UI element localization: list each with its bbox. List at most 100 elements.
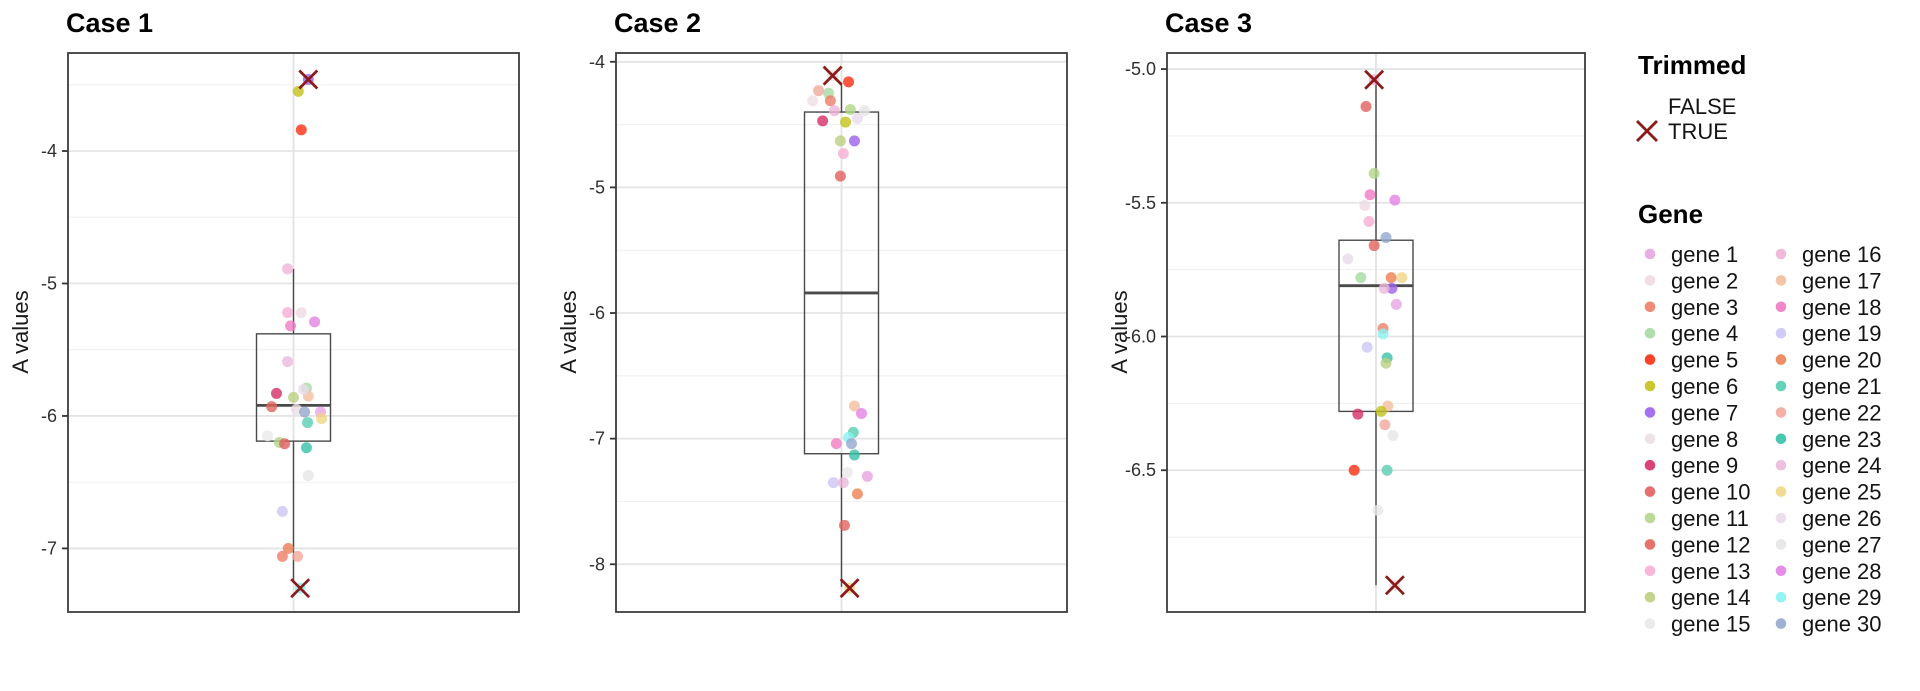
legend-gene-label: gene 27 xyxy=(1802,532,1882,557)
point-gene-27 xyxy=(1387,429,1399,441)
y-tick-label: -4 xyxy=(41,141,57,161)
legend-gene-label: gene 2 xyxy=(1671,268,1738,293)
point-gene-7 xyxy=(848,135,860,147)
panel-border xyxy=(615,52,1068,613)
legend-gene-key-gene-30 xyxy=(1775,618,1787,629)
legend-gene-key-gene-27 xyxy=(1775,539,1787,550)
legend-trimmed-label: TRUE xyxy=(1668,119,1728,144)
point-gene-20 xyxy=(282,542,294,554)
point-gene-9 xyxy=(270,387,282,399)
legend-gene-key-gene-25 xyxy=(1775,486,1787,497)
legend-gene-key-gene-23 xyxy=(1775,433,1787,445)
trimmed-x-marker xyxy=(839,578,860,599)
point-gene-14 xyxy=(1380,357,1392,369)
legend-gene-label: gene 10 xyxy=(1671,480,1751,505)
point-gene-9 xyxy=(1352,408,1364,420)
point-gene-26 xyxy=(297,383,309,395)
point-gene-4 xyxy=(1355,272,1367,284)
point-gene-15 xyxy=(1372,504,1384,516)
point-gene-18 xyxy=(830,438,842,450)
point-gene-28 xyxy=(309,316,321,328)
y-tick-label: -8 xyxy=(589,554,605,574)
point-gene-13 xyxy=(1363,216,1375,228)
point-gene-11 xyxy=(844,104,856,116)
point-gene-28 xyxy=(1389,194,1401,206)
legend-gene-key-gene-9 xyxy=(1644,459,1656,471)
point-gene-29 xyxy=(1377,328,1389,340)
point-gene-22 xyxy=(1379,419,1391,431)
point-gene-20 xyxy=(851,488,863,500)
legend-gene-label: gene 5 xyxy=(1671,348,1738,373)
point-gene-10 xyxy=(279,438,291,450)
legend-gene-label: gene 25 xyxy=(1802,480,1882,505)
y-tick-label: -6.5 xyxy=(1125,460,1156,480)
point-gene-6 xyxy=(1375,405,1387,417)
legend-gene-label: gene 12 xyxy=(1671,532,1751,557)
point-gene-16 xyxy=(282,263,294,275)
point-gene-5 xyxy=(843,76,855,88)
legend-gene-label: gene 28 xyxy=(1802,559,1882,584)
point-gene-11 xyxy=(1368,167,1380,179)
legend-gene-label: gene 1 xyxy=(1671,242,1738,267)
legend-gene-label: gene 6 xyxy=(1671,374,1738,399)
point-gene-21 xyxy=(1381,464,1393,476)
y-tick-label: -5 xyxy=(41,273,57,293)
y-tick-label: -5 xyxy=(589,177,605,197)
point-gene-27 xyxy=(302,470,314,482)
point-gene-15 xyxy=(841,467,853,479)
point-gene-23 xyxy=(300,442,312,454)
point-gene-15 xyxy=(262,430,274,442)
legend-gene-label: gene 23 xyxy=(1802,427,1882,452)
trimmed-x-marker xyxy=(290,578,311,599)
point-gene-27 xyxy=(858,105,870,117)
trimmed-x-marker xyxy=(298,69,319,90)
point-gene-20 xyxy=(1385,272,1397,284)
point-gene-12 xyxy=(838,519,850,531)
legend-gene-key-gene-11 xyxy=(1644,512,1656,524)
y-axis-title-case-1: A values xyxy=(8,290,33,374)
legend-gene-label: gene 11 xyxy=(1671,506,1749,531)
point-gene-17 xyxy=(848,400,860,412)
legend-gene-key-gene-3 xyxy=(1644,301,1656,313)
legend-gene-label: gene 22 xyxy=(1802,400,1882,425)
panel-title-case-3: Case 3 xyxy=(1165,8,1253,38)
legend-trimmed-true-key xyxy=(1636,120,1658,142)
legend-title-trimmed: Trimmed xyxy=(1638,50,1747,80)
legend-gene-key-gene-17 xyxy=(1775,275,1787,286)
legend-gene-label: gene 20 xyxy=(1802,348,1882,373)
legend-gene-label: gene 8 xyxy=(1671,427,1738,452)
point-gene-5 xyxy=(1348,464,1360,476)
point-gene-10 xyxy=(1360,100,1372,112)
point-gene-22 xyxy=(292,550,304,562)
point-gene-7 xyxy=(1386,282,1398,294)
point-gene-18 xyxy=(1364,189,1376,201)
point-gene-5 xyxy=(295,124,307,136)
legend-gene-key-gene-5 xyxy=(1644,354,1656,365)
panel-case-2: -4 -5 -6 -7 -8 xyxy=(589,52,1068,613)
legend-gene-key-gene-24 xyxy=(1775,459,1787,471)
legend-gene-label: gene 16 xyxy=(1802,242,1882,267)
point-gene-24 xyxy=(837,477,849,489)
point-gene-28 xyxy=(855,408,867,420)
point-gene-30 xyxy=(299,406,311,418)
point-gene-12 xyxy=(1368,240,1380,252)
legend-gene-key-gene-28 xyxy=(1775,565,1787,577)
point-gene-3 xyxy=(276,550,288,562)
point-gene-6 xyxy=(840,116,852,128)
point-gene-18 xyxy=(285,320,297,332)
y-tick-label: -5.5 xyxy=(1125,193,1156,213)
trimmed-x-marker xyxy=(822,65,843,86)
y-tick-label: -6 xyxy=(41,406,57,426)
legend-gene-key-gene-16 xyxy=(1775,248,1787,260)
point-gene-13 xyxy=(837,147,849,159)
point-gene-10 xyxy=(834,170,846,182)
point-gene-23 xyxy=(848,449,860,461)
legend-gene-key-gene-20 xyxy=(1775,354,1787,365)
point-gene-16 xyxy=(828,105,840,117)
point-gene-24 xyxy=(1378,282,1390,294)
point-gene-21 xyxy=(302,417,314,429)
panel-case-3: -5.0 -5.5 -6.0 -6.5 xyxy=(1125,52,1586,613)
